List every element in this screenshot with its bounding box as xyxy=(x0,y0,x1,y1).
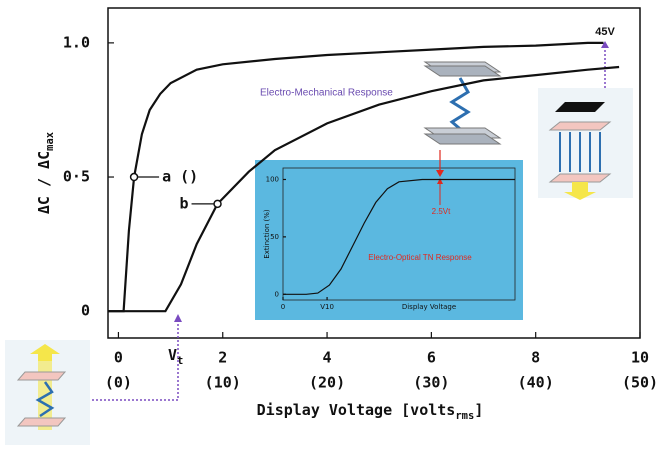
y-tick-label: 0·5 xyxy=(63,168,90,186)
x-tick-label: 4 xyxy=(323,349,332,367)
x-tick-label-secondary: (30) xyxy=(413,374,449,392)
x-tick-label-secondary: (50) xyxy=(622,374,657,392)
annotation: 2.5Vt xyxy=(432,207,451,216)
annotation: 45V xyxy=(595,26,615,38)
x-axis-label: Display Voltage xyxy=(402,303,456,311)
x-tick-label-secondary: (20) xyxy=(309,374,345,392)
figure: Electro-Mechanical Response 45V 2.5Vt El… xyxy=(0,0,657,450)
y-tick-label: 1.0 xyxy=(63,33,90,51)
series-label: a () xyxy=(162,168,198,186)
y-tick-label: 50 xyxy=(270,233,279,241)
annotation: Electro-Mechanical Response xyxy=(260,88,393,99)
x-tick-label: 8 xyxy=(531,349,540,367)
x-axis-label-part: rms xyxy=(455,410,474,422)
series-label: b xyxy=(180,194,189,212)
y-axis-label-part: ΔC / ΔC xyxy=(35,151,53,214)
threshold-label-part: V xyxy=(168,346,177,364)
x-tick-label: 0 xyxy=(114,349,123,367)
device-illustration-left xyxy=(5,340,90,445)
x-axis-label-part: ] xyxy=(474,401,483,419)
x-tick-label-secondary: (40) xyxy=(518,374,554,392)
y-axis-label: Extinction (%) xyxy=(263,209,271,259)
x-axis-label-part: Display Voltage [volts xyxy=(257,401,456,419)
y-tick-label: 100 xyxy=(266,175,279,183)
y-axis-label-part: max xyxy=(44,131,56,151)
inset-frame xyxy=(283,168,515,300)
x-tick-label-secondary: (10) xyxy=(205,374,241,392)
x-tick-label: 0 xyxy=(281,303,285,311)
marker xyxy=(214,200,221,207)
threshold-label-part: t xyxy=(177,355,183,367)
x-tick-label: 10 xyxy=(631,349,649,367)
x-tick-label: 6 xyxy=(427,349,436,367)
x-tick-label-secondary: (0) xyxy=(105,374,132,392)
y-tick-label: 0 xyxy=(275,290,279,298)
device-illustration-right xyxy=(538,88,633,200)
x-tick-label: 2 xyxy=(218,349,227,367)
x-tick-label: V10 xyxy=(320,303,334,311)
inset-title: Electro-Optical TN Response xyxy=(368,253,472,262)
marker xyxy=(131,174,138,181)
y-tick-label: 0 xyxy=(81,302,90,320)
